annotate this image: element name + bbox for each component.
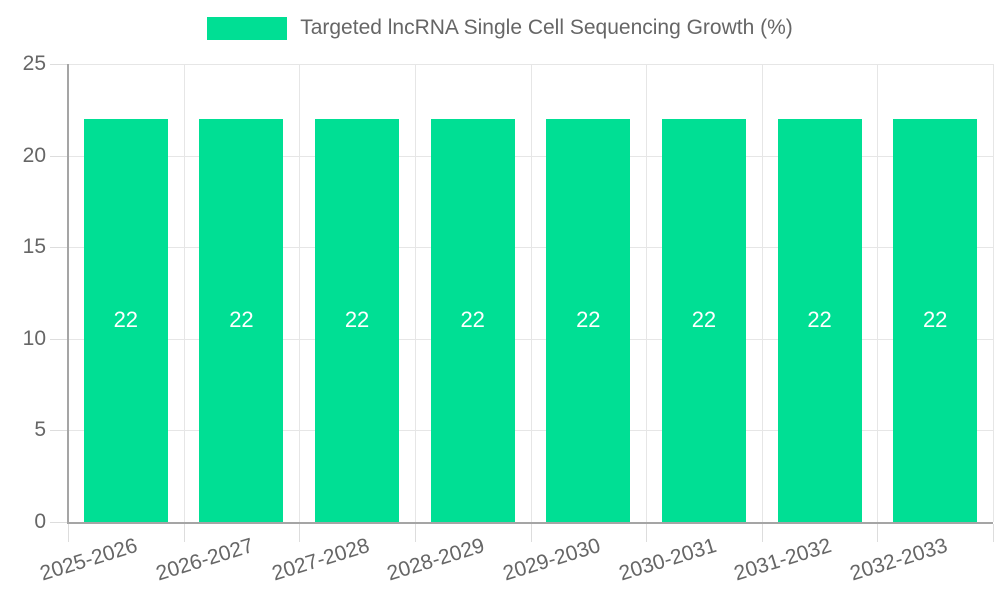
y-axis-tick (50, 338, 68, 340)
y-axis-tick-label: 25 (22, 52, 46, 75)
bar-2028-2029[interactable] (430, 118, 515, 522)
x-axis-line (67, 522, 993, 524)
bar-2031-2032[interactable] (777, 118, 862, 522)
x-axis-category-label: 2030-2031 (615, 534, 719, 586)
x-axis-tick (68, 524, 69, 542)
y-axis-tick-label: 0 (34, 510, 46, 533)
x-axis-tick (877, 524, 879, 542)
y-axis-tick-label: 5 (34, 418, 46, 442)
x-axis-tick (530, 524, 532, 542)
x-axis-tick (646, 524, 648, 542)
bar-2027-2028[interactable] (315, 118, 400, 522)
x-axis-category-label: 2026-2027 (153, 534, 257, 586)
legend-swatch (207, 16, 288, 40)
x-axis-category-label: 2031-2032 (731, 534, 835, 586)
legend-label: Targeted lncRNA Single Cell Sequencing G… (300, 16, 793, 39)
bar-2026-2027[interactable] (199, 118, 284, 522)
y-axis-tick (50, 64, 68, 65)
bar-2025-2026[interactable] (83, 118, 168, 522)
x-gridline (646, 64, 648, 522)
y-axis-line (67, 64, 69, 524)
x-axis-category-label: 2032-2033 (847, 534, 950, 586)
chart-legend-item[interactable]: Targeted lncRNA Single Cell Sequencing G… (0, 16, 1000, 40)
x-gridline (299, 64, 301, 522)
y-gridline (68, 64, 993, 65)
y-axis-tick (50, 247, 68, 249)
bar-2032-2033[interactable] (893, 118, 978, 522)
x-axis-tick (183, 524, 185, 542)
y-axis-tick-label: 20 (22, 143, 46, 167)
y-axis-tick-label: 15 (22, 235, 46, 259)
x-axis-tick (761, 524, 763, 542)
x-axis-tick (993, 524, 994, 542)
x-axis-category-label: 2028-2029 (384, 534, 488, 586)
x-gridline (761, 64, 763, 522)
y-axis-tick (50, 155, 68, 157)
x-axis-tick (299, 524, 301, 542)
x-gridline (414, 64, 416, 522)
x-axis-category-label: 2025-2026 (37, 534, 141, 586)
x-axis-category-label: 2029-2030 (500, 534, 604, 586)
y-axis-tick-label: 10 (22, 326, 46, 350)
x-gridline (183, 64, 185, 522)
bar-2029-2030[interactable] (546, 118, 631, 522)
bar-2030-2031[interactable] (661, 118, 746, 522)
x-gridline (877, 64, 879, 522)
x-axis-tick (414, 524, 416, 542)
x-gridline (530, 64, 532, 522)
x-gridline (993, 64, 994, 522)
y-axis-tick (50, 430, 68, 432)
y-axis-tick (50, 522, 68, 523)
x-axis-category-label: 2027-2028 (269, 534, 372, 586)
